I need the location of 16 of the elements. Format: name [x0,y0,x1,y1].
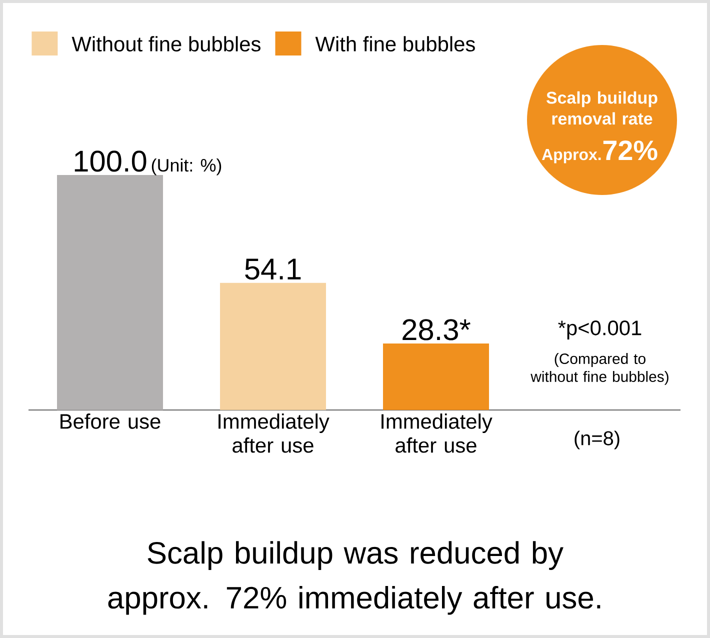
text: 72% [603,140,658,160]
x-tick-label: Immediately after use [218,414,330,453]
text: Scalp buildup was reduced by approx. 72% immediately after use. [108,541,600,615]
data-label: 100.0 [74,150,146,172]
text: (n=8) [574,430,620,450]
x-tick-label: Before use [60,414,160,429]
x-tick-label: Immediately after use [382,414,492,453]
text: Scalp buildup removal rate [546,91,658,125]
legend-label: With fine bubbles [315,36,475,52]
text: Approx. [542,149,601,164]
data-label: 54.1 [245,258,301,280]
legend-label: Without fine bubbles [72,36,260,52]
text: (Compared to without fine bubbles) [530,353,668,385]
text: *p<0.001 [558,320,642,340]
data-label: 28.3* [402,319,470,340]
annotation: (Unit: %) [152,158,222,176]
